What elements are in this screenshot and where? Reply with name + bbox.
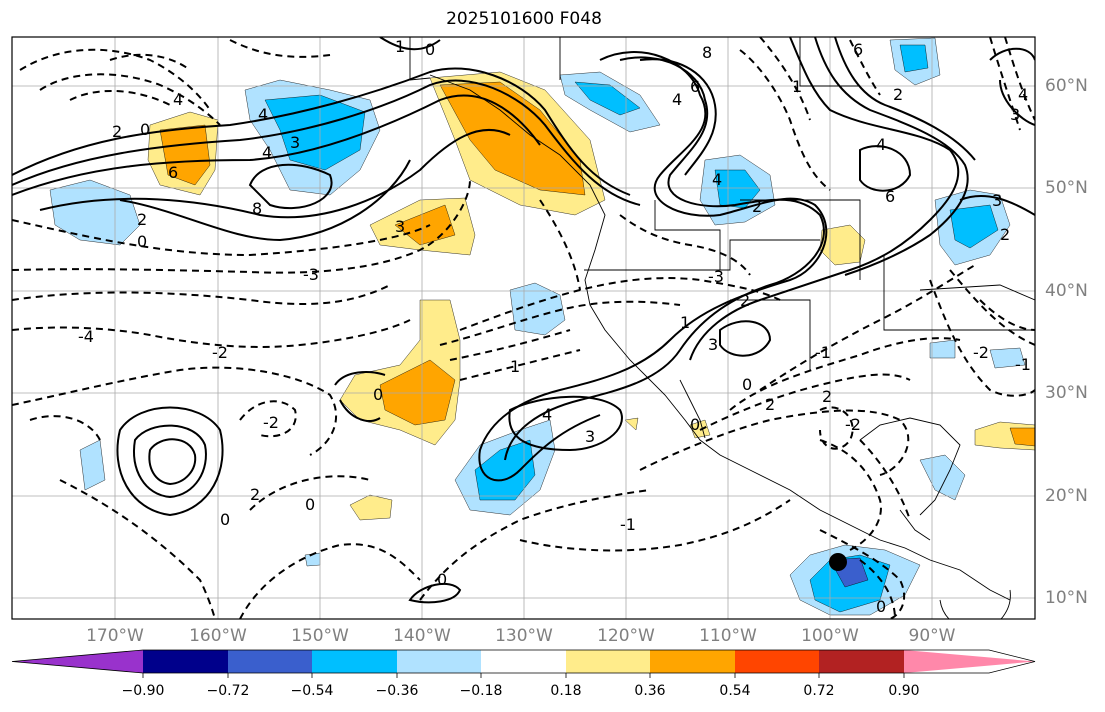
contour-label: 1	[680, 313, 690, 332]
colorbar-tick-label: −0.90	[121, 683, 165, 699]
contour-label: 1	[510, 357, 520, 376]
longitude-label: 120°W	[597, 626, 655, 646]
latitude-label: 20°N	[1045, 486, 1088, 506]
contour-label: 2	[822, 387, 832, 406]
contour-label: 0	[742, 375, 752, 394]
contour-label: 8	[702, 43, 712, 62]
contour-label: 3	[585, 427, 595, 446]
latitude-label: 50°N	[1045, 178, 1088, 198]
contour-label: 6	[168, 163, 178, 182]
contour-labels: 0 4 2 0 6 4 8 3 2 0 1 -4 -3 -2 3 4 6 1 4…	[78, 37, 1031, 616]
contour-label: 2	[765, 395, 775, 414]
contour-label: 4	[1018, 85, 1028, 104]
longitude-label: 110°W	[699, 626, 757, 646]
contour-label: 0	[305, 495, 315, 514]
contour-label: 6	[885, 187, 895, 206]
graticule	[12, 37, 1035, 619]
colorbar-tick-label: −0.18	[459, 683, 503, 699]
contour-label: 2	[893, 85, 903, 104]
anomaly-shading	[49, 37, 1035, 616]
contour-label: 0	[876, 597, 886, 616]
map-title: 2025101600 F048	[446, 9, 602, 29]
contour-label: -1	[815, 343, 831, 362]
contour-label: 6	[690, 77, 700, 96]
contour-label: 6	[853, 40, 863, 59]
contour-label: 0	[220, 510, 230, 529]
colorbar-tick-label: 0.72	[803, 683, 835, 699]
dashed-contours	[12, 37, 1035, 619]
contour-label: 2	[112, 122, 122, 141]
contour-label: 2	[752, 197, 762, 216]
contour-label: 4	[173, 90, 183, 109]
contour-label: -1	[620, 515, 636, 534]
contour-label: 3	[708, 335, 718, 354]
latitude-label: 40°N	[1045, 281, 1088, 301]
contour-label: -1	[1015, 355, 1031, 374]
contour-label: 4	[258, 105, 268, 124]
contour-label: 0	[690, 415, 700, 434]
contour-label: 4	[262, 143, 272, 162]
contour-label: 3	[992, 191, 1002, 210]
contour-label: 1	[792, 77, 802, 96]
map-frame	[11, 36, 1036, 620]
contour-label: 0	[140, 120, 150, 139]
longitude-label: 130°W	[495, 626, 553, 646]
colorbar-tick-label: 0.36	[634, 683, 666, 699]
contour-label: -3	[708, 267, 724, 286]
longitude-label: 100°W	[801, 626, 859, 646]
contour-label: -2	[973, 343, 989, 362]
contour-label: 4	[672, 90, 682, 109]
contour-label: 4	[542, 405, 552, 424]
contour-label: 0	[373, 385, 383, 404]
colorbar-tick-label: −0.54	[290, 683, 334, 699]
contours	[12, 37, 1035, 604]
contour-label: -2	[845, 415, 861, 434]
colorbar-tick-label: 0.54	[719, 683, 751, 699]
contour-label: 8	[252, 199, 262, 218]
station-dot	[829, 553, 847, 571]
longitude-label: 140°W	[393, 626, 451, 646]
contour-label: 4	[712, 170, 722, 189]
contour-label: 1	[395, 37, 405, 56]
longitude-label: 170°W	[86, 626, 144, 646]
latitude-label: 10°N	[1045, 588, 1088, 608]
contour-label: 3	[395, 217, 405, 236]
contour-label: 2	[137, 210, 147, 229]
colorbar-tick-label: 0.18	[550, 683, 582, 699]
contour-label: 4	[876, 135, 886, 154]
contour-label: 3	[1010, 105, 1020, 124]
contour-label: 2	[740, 291, 750, 310]
latitude-label: 30°N	[1045, 383, 1088, 403]
contour-label: 3	[290, 133, 300, 152]
contour-label: 2	[250, 485, 260, 504]
contour-label: -4	[78, 327, 94, 346]
colorbar-tick-label: 0.90	[888, 683, 920, 699]
longitude-label: 90°W	[908, 626, 956, 646]
contour-label: -3	[303, 265, 319, 284]
contour-label: 0	[137, 232, 147, 251]
contour-label: -2	[212, 343, 228, 362]
contour-label: -2	[263, 413, 279, 432]
contour-label: 2	[1000, 225, 1010, 244]
latitude-label: 60°N	[1045, 76, 1088, 96]
longitude-label: 150°W	[291, 626, 349, 646]
contour-label: 0	[437, 570, 447, 589]
longitude-label: 160°W	[189, 626, 247, 646]
colorbar-tick-label: −0.72	[206, 683, 250, 699]
colorbar-tick-label: −0.36	[375, 683, 419, 699]
contour-label: 0	[425, 40, 435, 59]
